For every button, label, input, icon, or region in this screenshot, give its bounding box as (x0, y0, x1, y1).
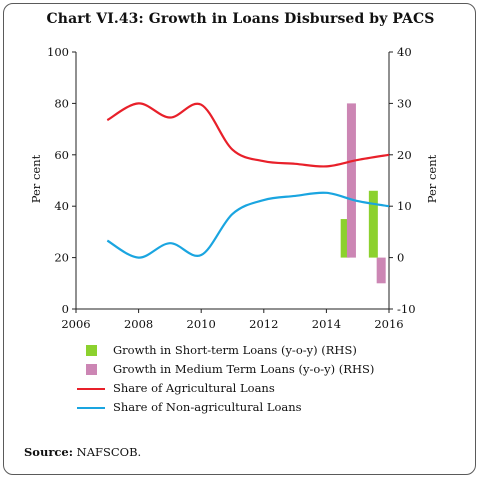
legend-swatch-medium-term (86, 364, 97, 375)
legend-label-medium-term: Growth in Medium Term Loans (y-o-y) (RHS… (113, 362, 375, 376)
y-tick-label-right: 0 (397, 251, 404, 265)
legend-swatch-short-term (86, 345, 97, 356)
y-tick-label-left: 60 (54, 148, 69, 162)
x-tick-label: 2014 (312, 317, 341, 331)
y-tick-label-left: 0 (62, 302, 69, 316)
bar-medium-term (376, 257, 386, 284)
legend-label-short-term: Growth in Short-term Loans (y-o-y) (RHS) (113, 343, 357, 357)
bar-short-term (368, 190, 378, 258)
y-tick-label-right: 10 (397, 199, 412, 213)
chart-axes (75, 52, 390, 310)
legend-label-non-agricultural: Share of Non-agricultural Loans (113, 400, 302, 414)
legend-swatch-agricultural (77, 388, 105, 390)
bar-short-term (340, 219, 350, 258)
x-tick-label: 2012 (249, 317, 278, 331)
source-note: Source: NAFSCOB. (24, 445, 141, 459)
chart-frame (3, 3, 476, 475)
chart-bars (340, 103, 386, 284)
y-tick-label-left: 80 (54, 96, 69, 110)
y-tick-label-right: 20 (397, 148, 412, 162)
chart-title: Chart VI.43: Growth in Loans Disbursed b… (46, 11, 435, 27)
chart-ticks: 0 20 40 60 80 100 -10 0 10 20 30 40 2006 2008 2010 2012… (47, 45, 415, 331)
line-non-agricultural (106, 191, 390, 259)
y-axis-label-right: Per cent (425, 154, 439, 203)
x-tick-label: 2016 (374, 317, 403, 331)
y-tick-label-right: 40 (397, 45, 412, 59)
y-tick-label-right: -10 (397, 302, 416, 316)
x-tick-label: 2010 (187, 317, 216, 331)
y-tick-label-right: 30 (397, 96, 412, 110)
y-tick-label-left: 40 (54, 199, 69, 213)
x-tick-label: 2008 (124, 317, 153, 331)
y-axis-label-left: Per cent (29, 154, 43, 203)
line-agricultural (106, 102, 390, 168)
bar-medium-term (346, 103, 356, 258)
y-tick-label-left: 100 (47, 45, 69, 59)
x-tick-label: 2006 (61, 317, 90, 331)
legend-swatch-non-agricultural (77, 407, 105, 409)
source-text: NAFSCOB. (76, 445, 142, 459)
source-label: Source: (24, 445, 73, 459)
y-tick-label-left: 20 (54, 251, 69, 265)
legend-label-agricultural: Share of Agricultural Loans (113, 381, 275, 395)
chart-lines (106, 102, 390, 259)
